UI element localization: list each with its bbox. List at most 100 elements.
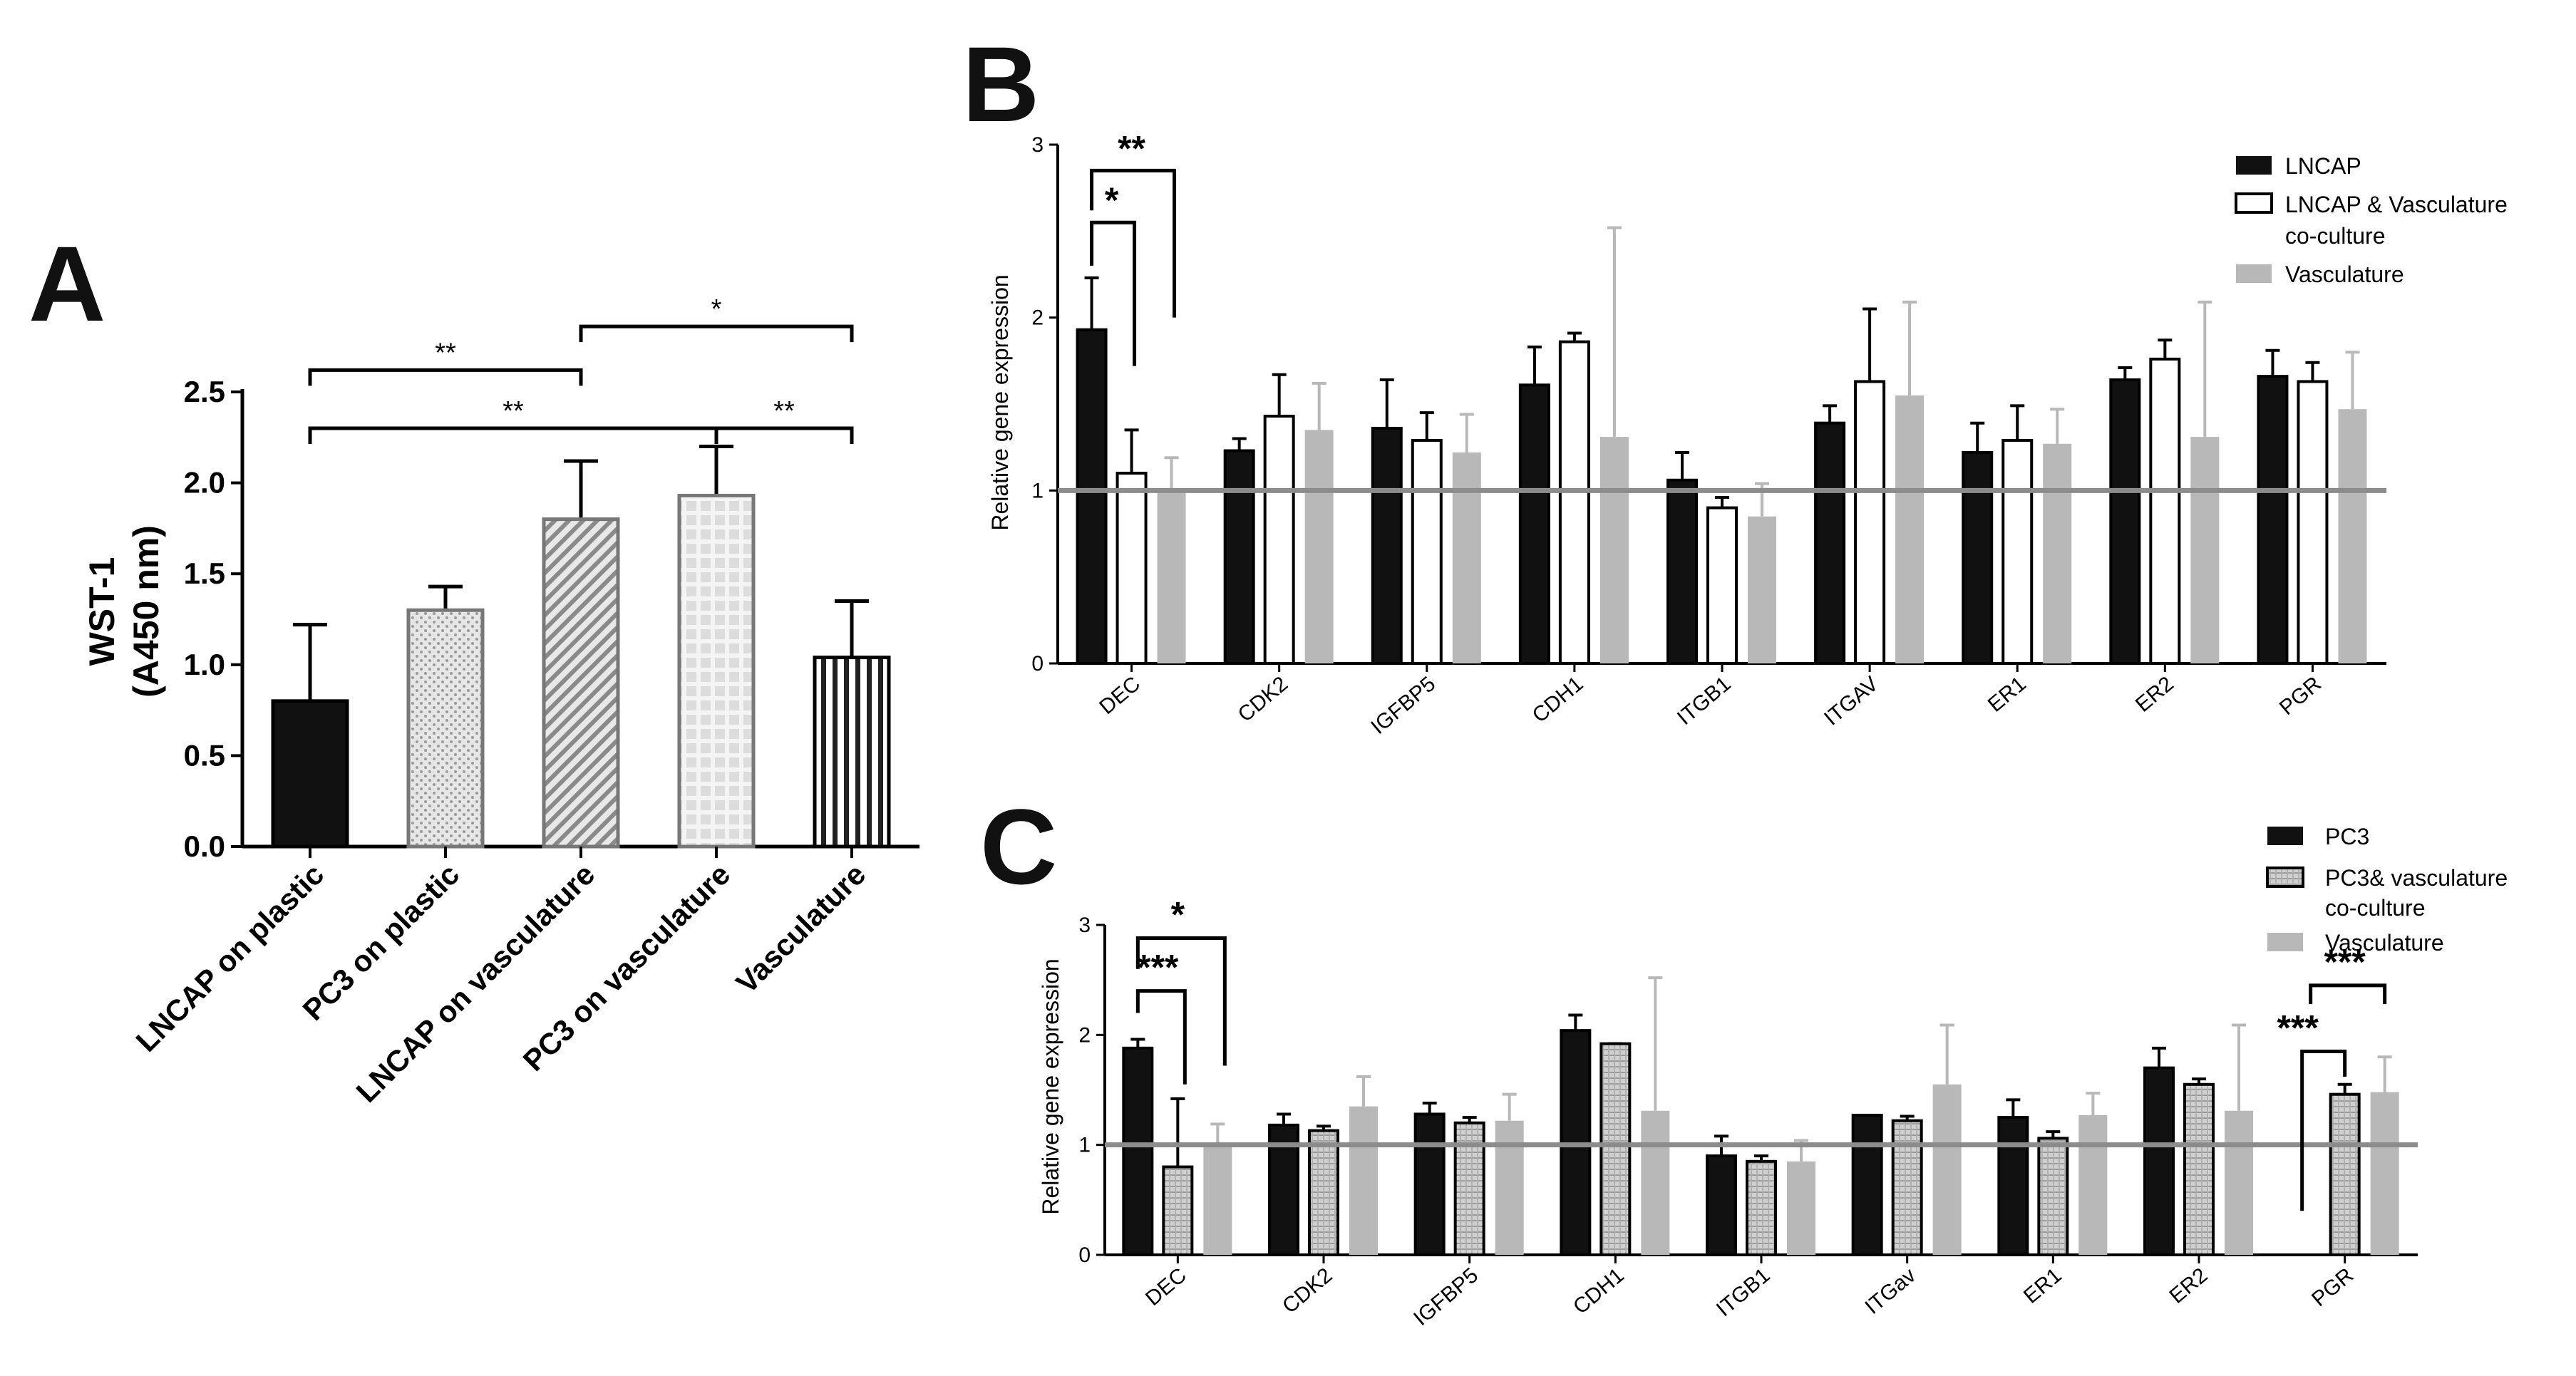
panel-c-bar: [2143, 1066, 2175, 1256]
panel-b-bar: [1962, 450, 1994, 665]
panel-c-bar: [1599, 1042, 1632, 1257]
legend-label-lncap-coculture: LNCAP & Vasculature: [2285, 192, 2508, 217]
legend-label-lncap: LNCAP: [2285, 153, 2361, 179]
panel-a-significance-bracket: [308, 368, 583, 386]
panel-c-category-label: PGR: [2307, 1263, 2358, 1311]
legend-swatch-vasculature-c: [2267, 933, 2303, 951]
panel-c-bar: [2329, 1092, 2361, 1256]
panel-a-bar: [813, 656, 891, 849]
legend-label-pc3: PC3: [2325, 824, 2369, 849]
panel-c-bar: [1746, 1159, 1777, 1256]
legend-label-pc3-coculture: PC3& vasculature: [2325, 865, 2508, 891]
panel-b-significance-label: *: [1105, 180, 1119, 220]
panel-c-bar: [1203, 1144, 1232, 1255]
legend-swatch-pc3-coculture: [2266, 867, 2304, 888]
panel-b-bar: [1895, 395, 1925, 663]
panel-b-category-label: IGFBP5: [1366, 672, 1440, 739]
panel-b-category-label: DEC: [1095, 672, 1145, 719]
panel-letter-c: C: [980, 787, 1057, 906]
panel-a-significance-bracket: [714, 426, 854, 445]
panel-c-category-label: CDK2: [1278, 1263, 1337, 1318]
panel-a-bar: [406, 608, 485, 849]
panel-c-bar: [1851, 1113, 1883, 1257]
panel-b-plot: 0 1 2 3 DEC CDK2 IGFBP5 CDH1 ITGB1 ITGAV ER1 ER2 PGR…: [1031, 128, 2386, 739]
panel-a-ytick-label: 1.0: [184, 648, 225, 681]
panel-b-significance-bracket: [1090, 220, 1137, 366]
panel-b-bar: [1666, 478, 1698, 665]
panel-c-bar: [2037, 1137, 2069, 1256]
panel-b-bar: [2109, 378, 2141, 665]
panel-a-significance-label: **: [435, 338, 456, 368]
panel-b-bar: [2257, 375, 2289, 665]
panel-b-category-label: ER2: [2131, 672, 2178, 717]
panel-c-category-label: CDH1: [1569, 1263, 1629, 1319]
legend-label-vasculature-b: Vasculature: [2285, 262, 2404, 287]
panel-c-bar: [1413, 1112, 1446, 1257]
panel-a-bar: [271, 699, 349, 849]
panel-c-bar: [1162, 1165, 1194, 1256]
panel-c-category-label: ER2: [2165, 1263, 2212, 1308]
panel-a-bar: [542, 517, 620, 849]
panel-b-bar: [2190, 437, 2220, 663]
panel-c-significance-bracket: [2309, 983, 2387, 1005]
panel-b-bar: [1411, 438, 1443, 666]
panel-c-bar: [1932, 1084, 1962, 1255]
panel-c-bar: [2183, 1082, 2215, 1256]
panel-b-category-label: ITGAV: [1820, 672, 1882, 730]
panel-a-ytick-label: 2.0: [184, 466, 225, 500]
panel-b-significance-label: **: [1118, 128, 1145, 168]
panel-c-ytick-label: 3: [1078, 914, 1091, 937]
panel-b-ytick-label: 3: [1031, 133, 1044, 157]
panel-c-significance-label: ***: [1137, 948, 1179, 988]
panel-b-bar: [1157, 488, 1186, 663]
panel-c-bar: [1706, 1154, 1737, 1256]
panel-a-significance-label: *: [711, 294, 722, 324]
panel-b-category-label: PGR: [2275, 672, 2326, 720]
panel-c-plot: 0 1 2 3 DEC CDK2 IGFBP5 CDH1 ITGB1 ITGav ER1 ER2 PGR…: [1078, 895, 2418, 1330]
panel-c-bar: [1349, 1106, 1378, 1255]
panel-b-bar: [1706, 506, 1738, 665]
panel-c-bar: [1495, 1120, 1524, 1255]
panel-c-bar: [1997, 1116, 2029, 1257]
panel-b-category-label: CDK2: [1234, 672, 1293, 727]
panel-b-ytick-label: 2: [1031, 306, 1044, 330]
panel-b-bar: [2149, 357, 2181, 665]
panel-c-significance-bracket: [1135, 989, 1187, 1085]
panel-b-bar: [2001, 438, 2034, 666]
panel-c-ytick-label: 2: [1078, 1023, 1091, 1047]
panel-c-category-label: ER1: [2019, 1263, 2066, 1308]
panel-b-legend: LNCAP LNCAP & Vasculature co-culture Vas…: [2235, 153, 2508, 287]
panel-a-ytick-label: 2.5: [184, 375, 225, 408]
panel-c-significance-bracket: [2300, 1049, 2347, 1211]
legend-label-vasculature-c: Vasculature: [2325, 930, 2444, 956]
panel-c-category-label: IGFBP5: [1409, 1263, 1483, 1330]
panel-b-bar: [1558, 340, 1590, 665]
panel-b-bar: [1076, 328, 1108, 665]
panel-c-significance-label: *: [1171, 895, 1185, 935]
panel-b-ytick-label: 0: [1031, 652, 1044, 676]
panel-c-significance-bracket: [1135, 936, 1227, 1066]
panel-b-significance-bracket: [1090, 168, 1177, 318]
panel-b-bar: [1116, 472, 1148, 665]
panel-c-legend: PC3 PC3& vasculature co-culture Vasculat…: [2266, 824, 2508, 956]
panel-a-ylabel-line2: (A450 nm): [126, 525, 166, 698]
panel-b-ytick-label: 1: [1031, 479, 1044, 502]
panel-c-category-label: ITGav: [1860, 1263, 1920, 1319]
panel-c-bar: [2225, 1110, 2253, 1255]
panel-c-bar: [1787, 1161, 1815, 1255]
panel-letter-b: B: [962, 24, 1039, 144]
panel-c-ytick-label: 0: [1078, 1243, 1091, 1267]
panel-c-significance-label: ***: [2324, 942, 2366, 982]
panel-a-category-label: LNCAP on plastic: [130, 857, 331, 1058]
panel-a-category-label: Vasculature: [729, 857, 872, 1000]
panel-c-category-label: ITGB1: [1712, 1263, 1775, 1321]
panel-b-bar: [2338, 409, 2367, 663]
panel-b-ylabel: Relative gene expression: [987, 274, 1013, 530]
panel-b-bar: [1371, 426, 1403, 665]
panel-a-significance-label: **: [503, 396, 524, 426]
panel-b-bar: [1854, 380, 1886, 665]
panel-c-category-label: DEC: [1141, 1263, 1191, 1310]
legend-swatch-vasculature-b: [2236, 264, 2272, 283]
